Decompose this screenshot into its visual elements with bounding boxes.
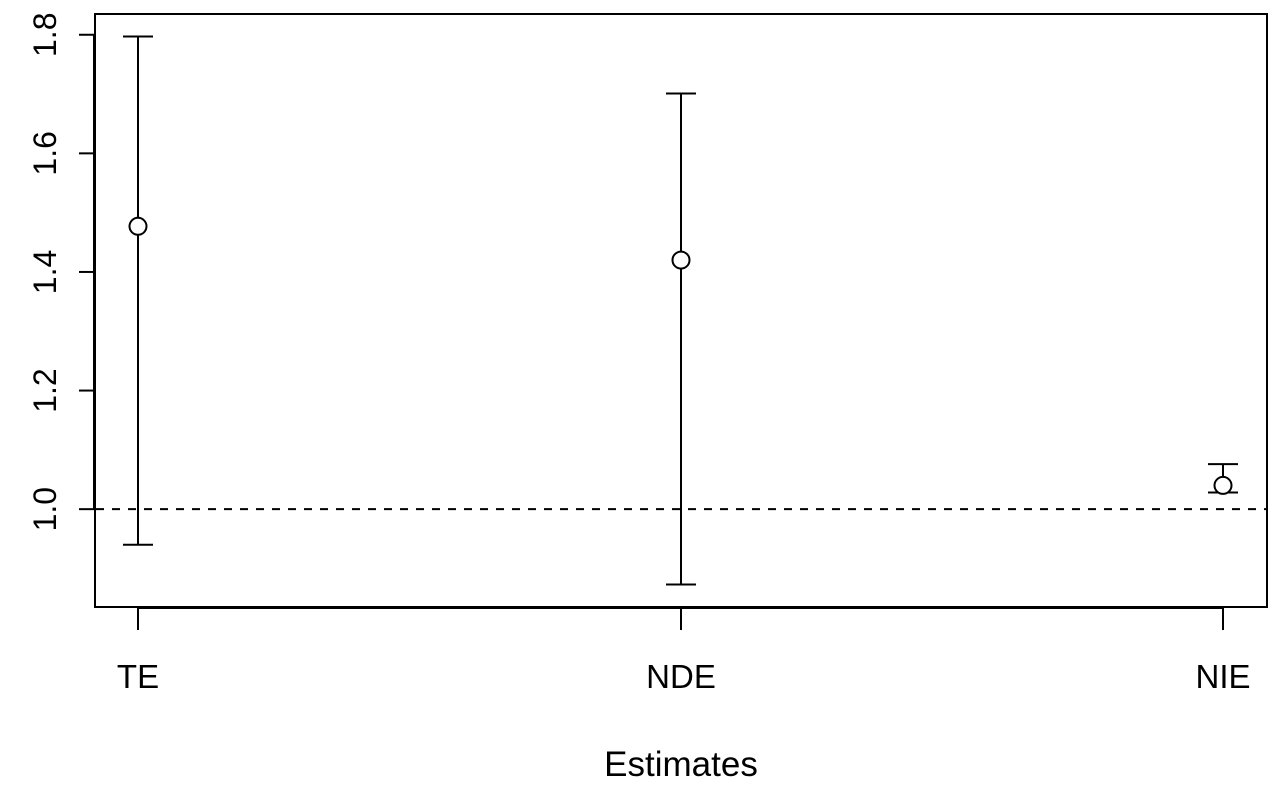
x-tick-label: NIE [1195, 658, 1250, 695]
estimate-point [671, 250, 691, 270]
y-tick-label: 1.8 [27, 13, 63, 57]
error-bars [123, 35, 1238, 586]
y-tick-label: 1.6 [27, 131, 63, 175]
x-tick-label: NDE [646, 658, 716, 695]
errorbar-nde [666, 92, 696, 586]
errorbar-te [123, 35, 153, 546]
x-tick-label: TE [117, 658, 159, 695]
estimate-point [1213, 475, 1233, 495]
errorbar-nie [1208, 463, 1238, 495]
x-axis: TE NDE NIE [117, 607, 1251, 695]
y-axis: 1.0 1.2 1.4 1.6 1.8 [27, 13, 95, 531]
y-tick-label: 1.0 [27, 487, 63, 531]
x-axis-title: Estimates [604, 745, 758, 784]
y-tick-label: 1.4 [27, 250, 63, 294]
estimate-point [128, 216, 148, 236]
y-tick-label: 1.2 [27, 368, 63, 412]
